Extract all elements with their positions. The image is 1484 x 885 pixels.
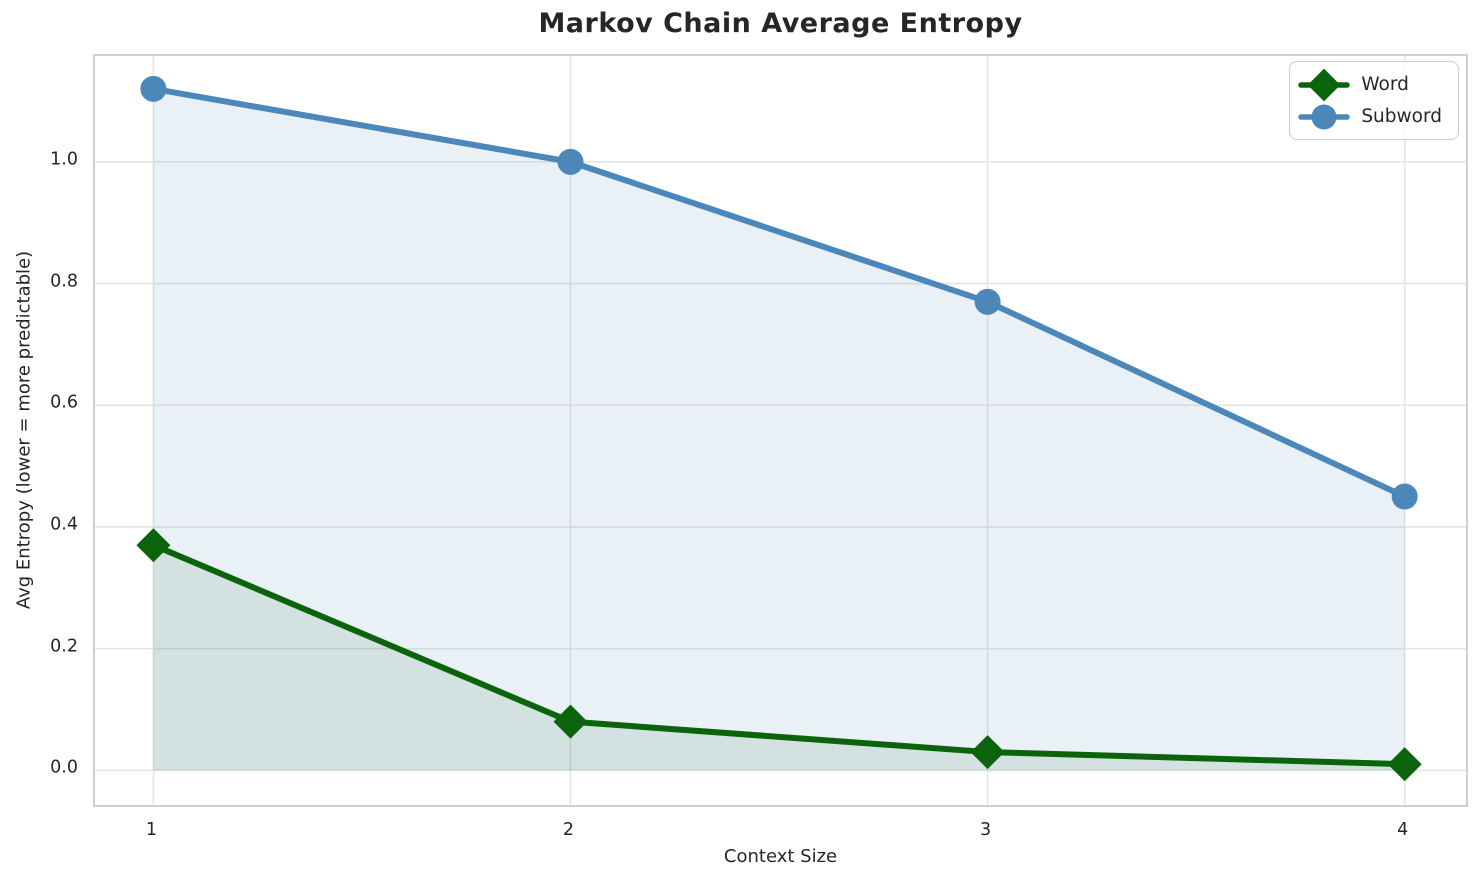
line-subword	[150, 85, 1408, 500]
markers-subword	[140, 75, 1418, 510]
diamond-marker	[1307, 68, 1341, 101]
legend-item-word: Word	[1298, 68, 1442, 101]
chart-title: Markov Chain Average Entropy	[538, 8, 1023, 39]
y-tick-label: 1.0	[50, 149, 78, 170]
line-word	[150, 542, 1408, 768]
circle-marker	[557, 148, 584, 175]
x-tick-label: 3	[980, 820, 992, 840]
markers-word	[136, 528, 1422, 782]
diamond-marker	[1387, 747, 1422, 782]
area-fill-word	[153, 545, 1405, 771]
x-tick-label: 4	[1397, 820, 1409, 840]
y-tick-label: 0.8	[50, 270, 78, 291]
circle-marker	[140, 75, 167, 102]
legend-label-subword: Subword	[1361, 106, 1442, 127]
area-fill-subword	[153, 88, 1405, 771]
x-axis-label: Context Size	[723, 846, 838, 867]
diamond-marker	[970, 735, 1005, 770]
word-diamond-icon	[1298, 68, 1351, 101]
legend: Word Subword	[1289, 61, 1459, 140]
circle-marker	[1391, 483, 1418, 510]
y-tick-label: 0.0	[50, 757, 78, 778]
y-tick-label: 0.4	[50, 514, 78, 535]
gridlines	[95, 56, 1466, 805]
y-tick-label: 0.6	[50, 392, 78, 413]
circle-marker	[1311, 104, 1337, 129]
y-axis-label: Avg Entropy (lower = more predictable)	[13, 250, 35, 610]
circle-marker	[974, 288, 1001, 315]
x-tick-label: 1	[145, 820, 157, 840]
x-tick-label: 2	[562, 820, 575, 840]
legend-item-subword: Subword	[1298, 101, 1442, 132]
diamond-marker	[136, 528, 171, 563]
plot-area	[93, 54, 1468, 807]
legend-label-word: Word	[1361, 74, 1409, 95]
diamond-marker	[553, 704, 588, 739]
y-tick-label: 0.2	[50, 635, 78, 656]
subword-circle-icon	[1298, 104, 1351, 129]
plot-canvas	[95, 56, 1466, 805]
